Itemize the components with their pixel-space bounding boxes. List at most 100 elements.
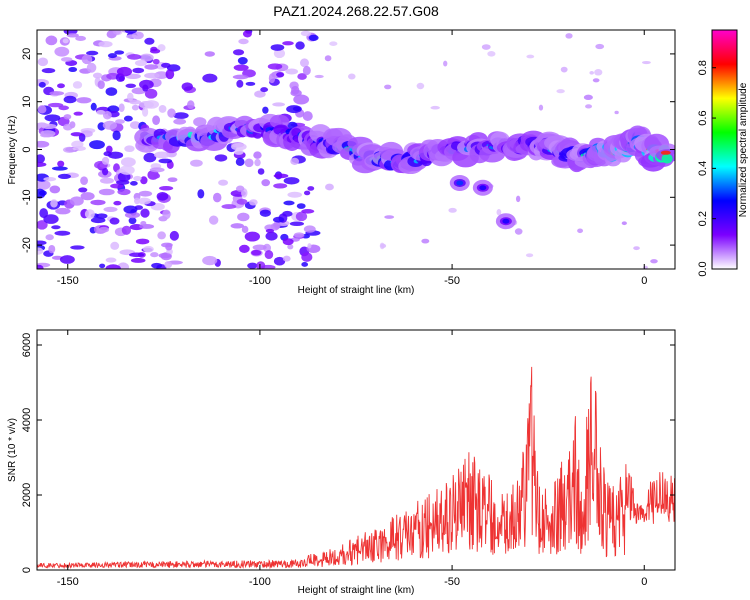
- amplitude-cell: [54, 46, 70, 57]
- amplitude-cell: [47, 102, 64, 108]
- x-tick-label: 0: [641, 275, 647, 287]
- amplitude-cell: [299, 58, 310, 68]
- amplitude-cell: [98, 226, 110, 233]
- amplitude-cell: [80, 176, 88, 185]
- amplitude-cell: [55, 207, 71, 215]
- amplitude-cell: [139, 53, 154, 62]
- amplitude-cell: [73, 111, 83, 116]
- amplitude-cell: [89, 140, 105, 150]
- amplitude-cell: [116, 66, 133, 77]
- amplitude-cell: [134, 59, 148, 67]
- amplitude-cell: [123, 115, 133, 122]
- amplitude-cell: [481, 44, 491, 50]
- amplitude-cell: [237, 212, 250, 222]
- amplitude-cell: [86, 50, 99, 56]
- amplitude-cell: [245, 81, 256, 86]
- amplitude-cell: [38, 81, 46, 88]
- amplitude-cell: [633, 246, 640, 251]
- amplitude-cell: [142, 106, 149, 117]
- amplitude-cell: [565, 33, 573, 39]
- amplitude-cell: [49, 91, 65, 96]
- snr-y-label: SNR (10 * v/v): [7, 418, 18, 482]
- amplitude-cell: [132, 67, 145, 74]
- amplitude-cell: [144, 37, 155, 45]
- amplitude-cell: [95, 213, 108, 219]
- amplitude-cell: [70, 245, 85, 250]
- amplitude-cell: [456, 180, 464, 186]
- spectrogram-x-ticks: -150 -100 -50 0: [57, 30, 647, 287]
- amplitude-cell: [212, 192, 222, 203]
- amplitude-cell: [262, 106, 269, 114]
- amplitude-cell: [156, 191, 169, 201]
- amplitude-cell: [99, 177, 114, 184]
- amplitude-cell: [267, 63, 283, 70]
- amplitude-cell: [236, 198, 248, 205]
- amplitude-cell: [37, 247, 44, 255]
- amplitude-cell: [242, 30, 252, 38]
- colorbar-tick-label: 0.4: [697, 161, 709, 176]
- figure-title: PAZ1.2024.268.22.57.G08: [273, 3, 439, 19]
- amplitude-cell: [577, 228, 584, 234]
- y-tick-label: 4000: [21, 408, 33, 432]
- amplitude-cell: [103, 206, 118, 212]
- amplitude-cell: [76, 97, 92, 104]
- amplitude-cell: [125, 34, 138, 39]
- amplitude-cell: [538, 104, 544, 111]
- amplitude-cell: [107, 53, 118, 59]
- amplitude-cell: [63, 123, 73, 131]
- amplitude-cell: [525, 253, 534, 258]
- amplitude-cell: [43, 214, 59, 224]
- amplitude-cell: [247, 262, 258, 269]
- amplitude-cell: [127, 53, 142, 60]
- amplitude-cell: [380, 243, 387, 249]
- amplitude-cell: [268, 73, 276, 84]
- amplitude-cell: [290, 157, 300, 165]
- amplitude-cell: [259, 209, 271, 217]
- amplitude-cell: [121, 225, 132, 235]
- spectrogram-y-label: Frequency (Hz): [7, 116, 18, 185]
- amplitude-cell: [526, 54, 535, 59]
- amplitude-cell: [384, 84, 392, 90]
- amplitude-cell: [149, 48, 161, 54]
- amplitude-cell: [301, 252, 313, 262]
- amplitude-cell: [37, 140, 50, 148]
- amplitude-cell: [144, 88, 158, 99]
- amplitude-cell: [302, 111, 313, 121]
- amplitude-cell: [37, 240, 47, 246]
- amplitude-cell: [190, 159, 203, 167]
- amplitude-cell: [115, 119, 125, 124]
- amplitude-cell: [641, 60, 651, 65]
- snr-frame: [36, 329, 676, 571]
- amplitude-cell: [57, 160, 65, 168]
- amplitude-cell: [125, 83, 137, 88]
- amplitude-cell: [58, 105, 70, 111]
- amplitude-cell: [37, 162, 47, 168]
- amplitude-cell: [80, 192, 95, 201]
- amplitude-cell: [273, 256, 286, 266]
- amplitude-cell: [62, 38, 69, 44]
- amplitude-cell: [40, 123, 57, 130]
- amplitude-cell: [97, 80, 105, 89]
- amplitude-cell: [158, 105, 167, 113]
- amplitude-cell: [193, 117, 207, 127]
- amplitude-cell: [101, 156, 110, 165]
- amplitude-cell: [272, 216, 285, 223]
- amplitude-cell: [297, 73, 307, 80]
- amplitude-cell: [135, 238, 150, 245]
- amplitude-cell: [124, 30, 138, 34]
- amplitude-cell: [273, 183, 288, 189]
- amplitude-cell: [57, 173, 72, 180]
- amplitude-cell: [107, 105, 120, 114]
- amplitude-cell: [232, 74, 249, 80]
- amplitude-cell: [105, 264, 121, 269]
- amplitude-cell: [283, 177, 300, 185]
- amplitude-cell: [68, 67, 78, 73]
- amplitude-cell: [167, 177, 178, 183]
- amplitude-cell: [282, 255, 291, 262]
- amplitude-cell: [45, 234, 54, 241]
- amplitude-cell: [660, 150, 671, 155]
- amplitude-cell: [232, 49, 245, 56]
- amplitude-cell: [109, 217, 120, 225]
- y-tick-label: 10: [21, 96, 33, 108]
